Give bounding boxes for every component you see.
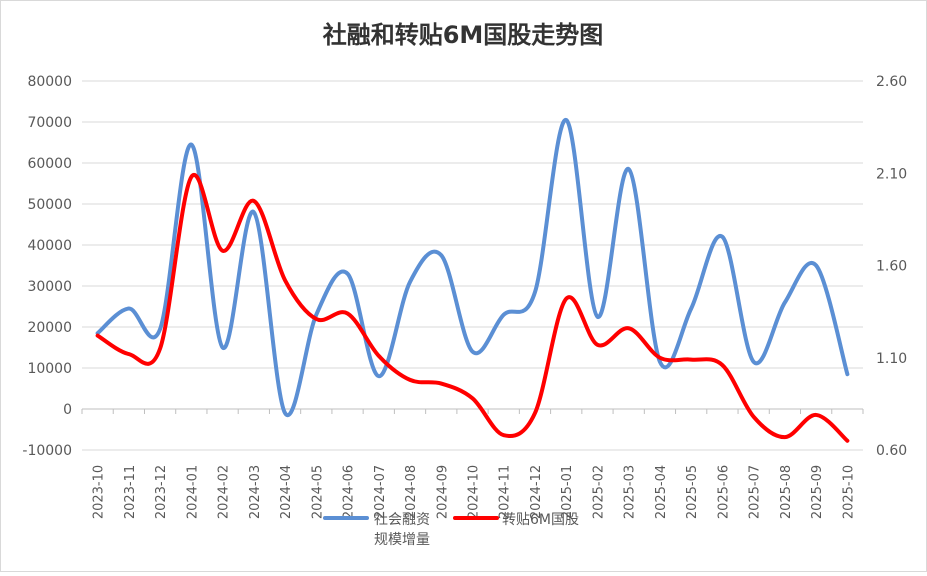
left-axis-tick-label: 0 (63, 402, 72, 418)
x-axis-tick-label: 2025-05 (685, 465, 700, 519)
x-axis-tick-label: 2024-04 (279, 465, 294, 519)
x-axis-tick-label: 2025-01 (560, 465, 575, 519)
left-axis-tick-label: -10000 (22, 443, 72, 459)
x-axis-tick-label: 2025-03 (623, 465, 638, 519)
left-axis-tick-label: 60000 (27, 156, 72, 172)
x-axis-tick-label: 2024-03 (248, 465, 263, 519)
left-axis-tick-label: 70000 (27, 115, 72, 131)
x-axis-tick-label: 2024-08 (404, 465, 419, 519)
x-axis-tick-label: 2025-02 (591, 465, 606, 519)
x-axis-tick-label: 2025-10 (841, 465, 856, 519)
left-axis-tick-label: 40000 (27, 238, 72, 254)
chart-title: 社融和转贴6M国股走势图 (323, 21, 604, 49)
x-axis-tick-label: 2023-12 (154, 465, 169, 519)
x-axis-tick-label: 2025-04 (654, 465, 669, 519)
series-line-social-financing (95, 117, 850, 418)
legend-label-social-financing-line2: 规模增量 (374, 532, 430, 548)
left-axis-tick-label: 80000 (27, 74, 72, 90)
legend-label-discount-rate: 转贴6M国股 (502, 512, 579, 528)
left-axis-tick-label: 30000 (27, 279, 72, 295)
x-axis-tick-label: 2024-02 (217, 465, 232, 519)
x-axis-tick-label: 2024-06 (342, 465, 357, 519)
right-axis-tick-label: 0.60 (876, 443, 907, 459)
legend-label-social-financing: 社会融资 规模增量 (374, 512, 434, 548)
series-layer (95, 117, 850, 443)
x-axis-tick-label: 2024-10 (467, 465, 482, 519)
x-axis-tick-label: 2023-11 (123, 465, 138, 519)
x-axis-tick-label: 2025-09 (810, 465, 825, 519)
x-axis: 2023-10 2023-11 2023-12 2024-01 2024-02 2024-… (81, 408, 864, 519)
x-axis-tick-label: 2025-08 (779, 465, 794, 519)
series-line-discount-rate (95, 172, 850, 443)
right-axis-tick-label: 1.60 (876, 259, 907, 275)
x-axis-tick-label: 2024-07 (373, 465, 388, 519)
left-axis-tick-label: 50000 (27, 197, 72, 213)
x-axis-tick-label: 2024-05 (310, 465, 325, 519)
x-axis-tick-label: 2024-09 (435, 465, 450, 519)
x-axis-tick-label: 2025-07 (748, 465, 763, 519)
legend-label-social-financing-line1: 社会融资 (374, 512, 430, 528)
x-axis-tick-label: 2024-12 (529, 465, 544, 519)
legend: 社会融资 规模增量 转贴6M国股 (323, 512, 579, 548)
right-y-axis: 0.60 1.10 1.60 2.10 2.60 (876, 74, 907, 459)
right-axis-tick-label: 2.60 (876, 74, 907, 90)
x-axis-tick-label: 2023-10 (92, 465, 107, 519)
left-y-axis: -10000 0 10000 20000 30000 40000 50000 60000 700… (22, 74, 72, 459)
x-axis-tick-label: 2025-06 (716, 465, 731, 519)
left-axis-tick-label: 20000 (27, 320, 72, 336)
left-axis-tick-label: 10000 (27, 361, 72, 377)
x-axis-tick-label: 2024-01 (185, 465, 200, 519)
right-axis-tick-label: 2.10 (876, 166, 907, 182)
x-axis-tick-label: 2024-11 (498, 465, 513, 519)
right-axis-tick-label: 1.10 (876, 351, 907, 367)
